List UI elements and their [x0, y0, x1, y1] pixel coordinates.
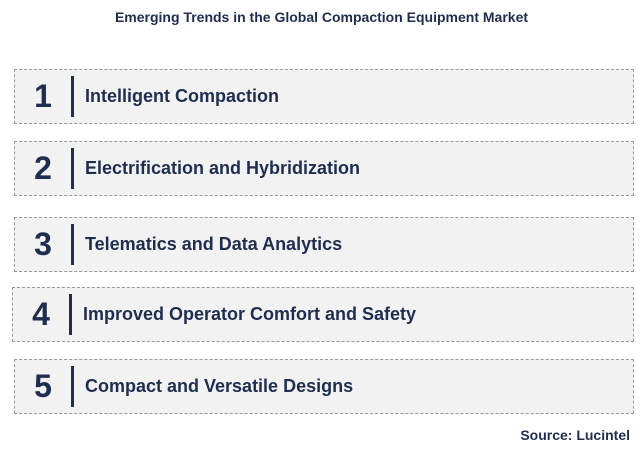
trend-number: 4: [32, 296, 50, 332]
trend-card-5: 5 Compact and Versatile Designs: [14, 359, 634, 414]
trend-card-2: 2 Electrification and Hybridization: [14, 141, 634, 196]
divider-bar: [71, 76, 74, 117]
trend-label: Telematics and Data Analytics: [85, 234, 343, 254]
diagram-title: Emerging Trends in the Global Compaction…: [114, 9, 529, 25]
trend-card-4: 4 Improved Operator Comfort and Safety: [12, 287, 634, 342]
trend-number: 3: [34, 226, 52, 262]
divider-bar: [71, 224, 74, 265]
trend-label: Improved Operator Comfort and Safety: [83, 304, 417, 324]
trend-number: 2: [34, 150, 52, 186]
divider-bar: [69, 294, 72, 335]
trend-number: 5: [34, 368, 52, 404]
trend-label: Electrification and Hybridization: [85, 158, 361, 178]
trend-number: 1: [34, 78, 52, 114]
trend-label: Compact and Versatile Designs: [85, 376, 354, 396]
trend-card-3: 3 Telematics and Data Analytics: [14, 217, 634, 272]
source-note: Source: Lucintel: [520, 427, 630, 443]
trend-label: Intelligent Compaction: [85, 86, 280, 106]
divider-bar: [71, 148, 74, 189]
trend-card-1: 1 Intelligent Compaction: [14, 69, 634, 124]
divider-bar: [71, 366, 74, 407]
